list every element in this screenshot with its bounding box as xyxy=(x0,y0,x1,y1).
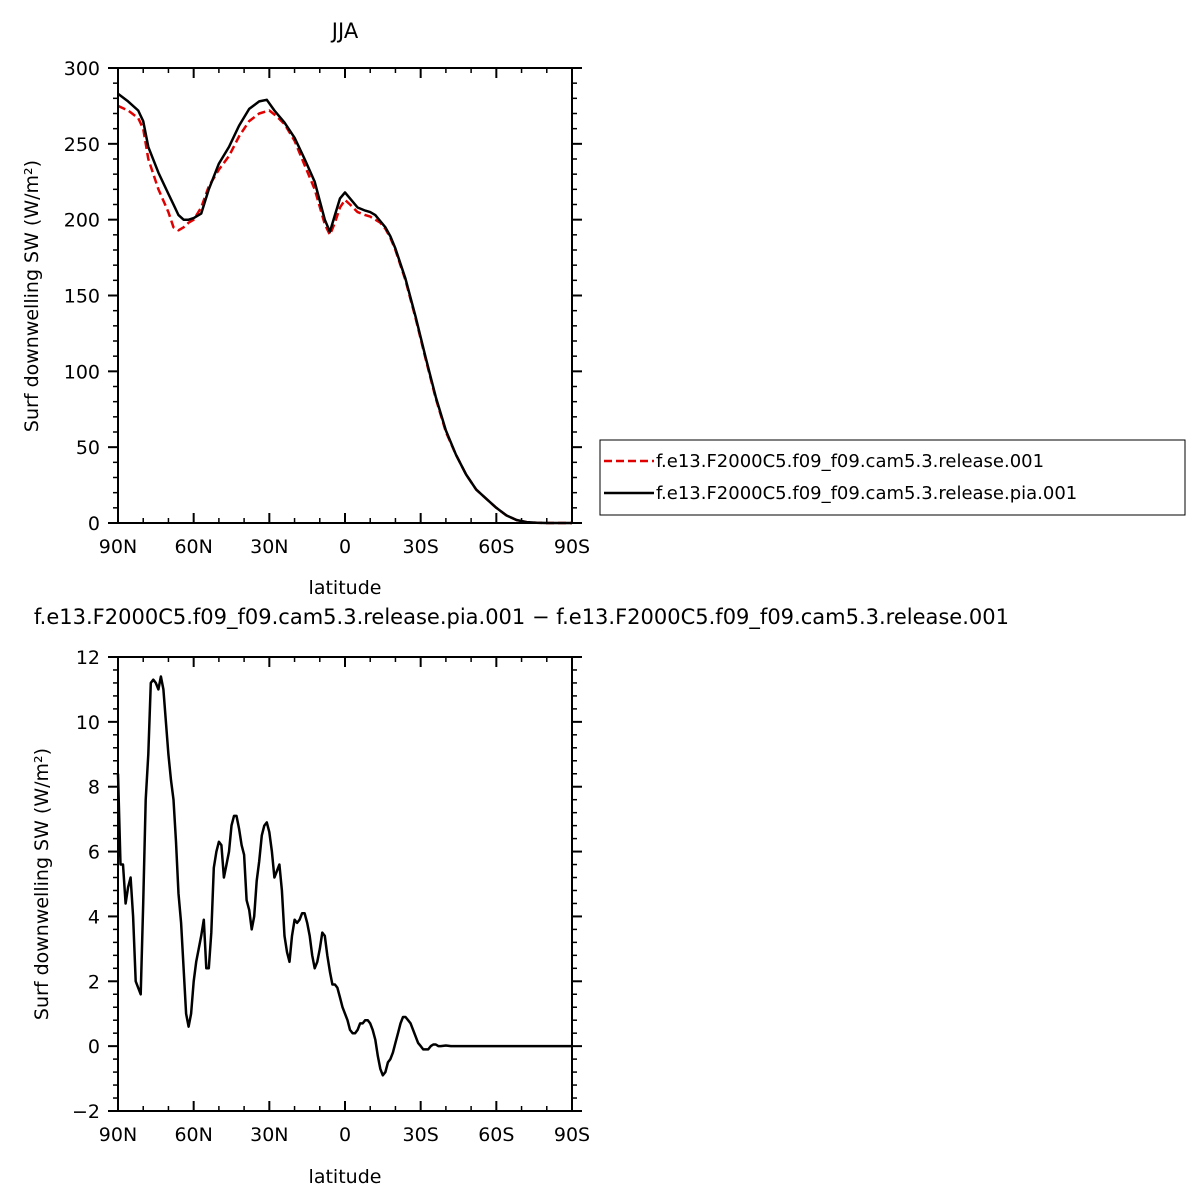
bottom-chart-title: f.e13.F2000C5.f09_f09.cam5.3.release.pia… xyxy=(34,605,1009,630)
bottom-panel: f.e13.F2000C5.f09_f09.cam5.3.release.pia… xyxy=(31,605,1009,1188)
bottom-x-tick-label: 90S xyxy=(554,1124,590,1146)
bottom-y-tick-label: 12 xyxy=(76,647,100,669)
bottom-y-tick-label: 0 xyxy=(88,1036,100,1058)
bottom-x-tick-label: 90N xyxy=(99,1124,137,1146)
bottom-series-line-0 xyxy=(116,675,572,1077)
top-y-tick-label: 300 xyxy=(64,58,100,80)
top-x-tick-label: 90S xyxy=(554,536,590,558)
top-x-tick-label: 90N xyxy=(99,536,137,558)
top-y-axis-title: Surf downwelling SW (W/m²) xyxy=(21,160,43,432)
top-chart-title: JJA xyxy=(330,19,359,43)
top-series-line-1 xyxy=(117,92,572,525)
top-y-tick-label: 0 xyxy=(88,513,100,535)
bottom-x-axis-title: latitude xyxy=(309,1166,382,1188)
bottom-y-tick-label: 6 xyxy=(88,842,100,864)
top-y-tick-label: 150 xyxy=(64,286,100,308)
legend-box xyxy=(599,439,1186,516)
top-x-axis-title: latitude xyxy=(309,577,382,599)
bottom-y-tick-label: 10 xyxy=(76,712,100,734)
bottom-y-tick-label: 8 xyxy=(88,777,100,799)
bottom-y-axis-title: Surf downwelling SW (W/m²) xyxy=(31,748,53,1020)
top-x-tick-label: 0 xyxy=(339,536,351,558)
legend: f.e13.F2000C5.f09_f09.cam5.3.release.001… xyxy=(599,439,1186,516)
top-y-tick-label: 100 xyxy=(64,361,100,383)
bottom-y-tick-label: −2 xyxy=(72,1101,100,1123)
top-x-tick-label: 60S xyxy=(478,536,514,558)
bottom-x-tick-label: 30N xyxy=(250,1124,288,1146)
bottom-x-tick-label: 30S xyxy=(403,1124,439,1146)
top-y-tick-label: 250 xyxy=(64,134,100,156)
top-plot-frame xyxy=(117,67,573,524)
legend-label-control: f.e13.F2000C5.f09_f09.cam5.3.release.001 xyxy=(656,451,1044,472)
top-y-tick-label: 50 xyxy=(76,437,100,459)
legend-label-pia: f.e13.F2000C5.f09_f09.cam5.3.release.pia… xyxy=(656,483,1077,504)
top-x-tick-label: 30N xyxy=(250,536,288,558)
bottom-y-tick-label: 4 xyxy=(88,906,100,928)
bottom-x-tick-label: 60S xyxy=(478,1124,514,1146)
top-panel: JJA 90N 60N 30N 0 30S 60S 90S 0 50 100 150 200 250 30… xyxy=(21,19,1186,599)
bottom-x-tick-label: 0 xyxy=(339,1124,351,1146)
top-x-tick-label: 30S xyxy=(403,536,439,558)
bottom-plot-frame xyxy=(117,656,573,1112)
top-x-tick-label: 60N xyxy=(174,536,212,558)
bottom-x-tick-label: 60N xyxy=(174,1124,212,1146)
bottom-y-tick-label: 2 xyxy=(88,971,100,993)
top-y-tick-label: 200 xyxy=(64,210,100,232)
top-series-line-0 xyxy=(117,104,572,525)
